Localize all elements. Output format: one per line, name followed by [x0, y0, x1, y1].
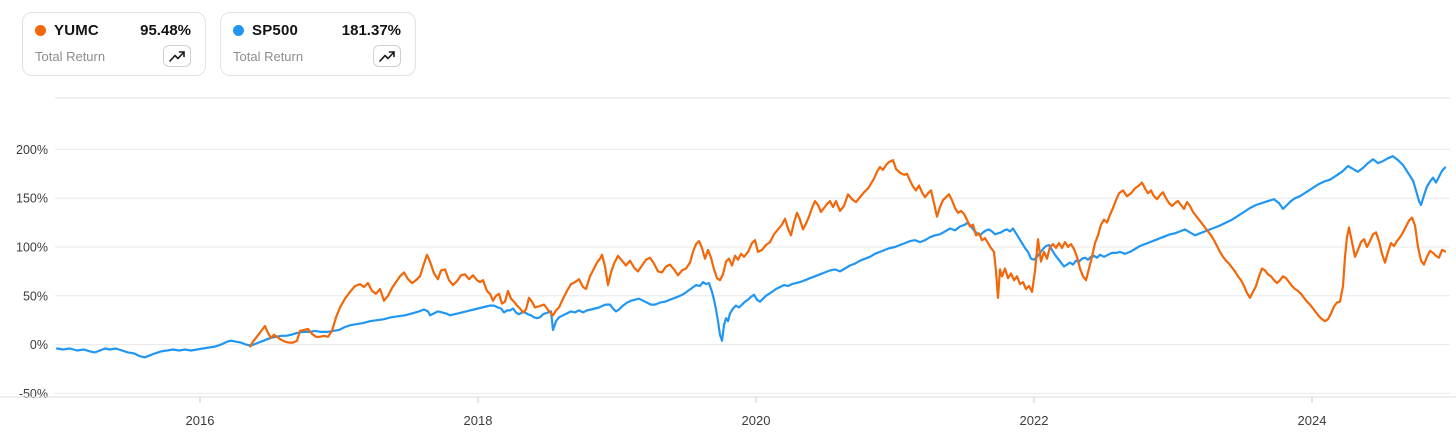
return-value: 181.37%	[341, 22, 401, 39]
y-axis-label: 50%	[23, 289, 48, 303]
legend-card-sp500-header: SP500 181.37%	[233, 22, 401, 39]
y-axis-label: 200%	[16, 143, 48, 157]
sp500-line[interactable]	[55, 155, 1447, 359]
chart-type-button[interactable]	[163, 45, 191, 67]
x-axis-label: 2022	[1020, 413, 1049, 428]
legend-card-yumc[interactable]: YUMC 95.48% Total Return	[22, 12, 206, 76]
metric-label: Total Return	[233, 48, 304, 64]
legend-card-yumc-header: YUMC 95.48%	[35, 22, 191, 39]
legend-card-sp500-subrow: Total Return	[233, 45, 401, 67]
y-axis-label: 150%	[16, 192, 48, 206]
y-axis-label: 0%	[30, 338, 48, 352]
y-axis-label: -50%	[19, 387, 48, 401]
x-axis-label: 2020	[742, 413, 771, 428]
trending-up-icon	[378, 49, 396, 63]
legend-card-sp500[interactable]: SP500 181.37% Total Return	[220, 12, 416, 76]
metric-label: Total Return	[35, 48, 106, 64]
yumc-line[interactable]	[248, 159, 1447, 348]
x-axis-label: 2016	[186, 413, 215, 428]
x-axis-label: 2018	[464, 413, 493, 428]
trending-up-icon	[168, 49, 186, 63]
y-axis-label: 100%	[16, 241, 48, 255]
ticker-label: YUMC	[54, 22, 99, 39]
x-axis-label: 2024	[1298, 413, 1327, 428]
chart-type-button[interactable]	[373, 45, 401, 67]
yumc-series-color-dot	[35, 25, 46, 36]
return-value: 95.48%	[140, 22, 191, 39]
sp500-series-color-dot	[233, 25, 244, 36]
legend: YUMC 95.48% Total Return SP500	[22, 12, 416, 76]
ticker-label: SP500	[252, 22, 299, 39]
legend-card-yumc-subrow: Total Return	[35, 45, 191, 67]
